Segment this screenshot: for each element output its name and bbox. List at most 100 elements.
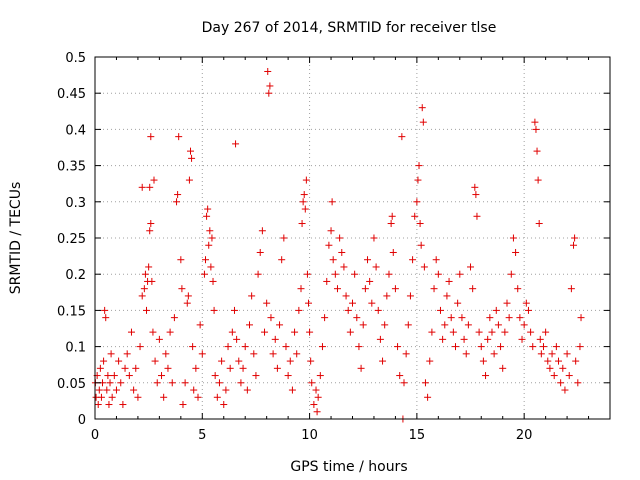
data-point: [413, 198, 421, 206]
data-point: [449, 328, 457, 336]
data-point: [183, 299, 191, 307]
data-point: [100, 357, 108, 365]
data-point: [387, 220, 395, 228]
x-tick-label: 20: [516, 428, 533, 443]
data-point: [323, 277, 331, 285]
data-point: [516, 314, 524, 322]
data-point: [325, 241, 333, 249]
data-point: [426, 357, 434, 365]
data-point: [243, 386, 251, 394]
data-point: [357, 364, 365, 372]
y-tick-label: 0.4: [65, 123, 86, 138]
chart-title: Day 267 of 2014, SRMTID for receiver tls…: [202, 20, 497, 36]
data-point: [539, 343, 547, 351]
data-point: [424, 393, 432, 401]
data-point: [306, 328, 314, 336]
data-point: [278, 256, 286, 264]
data-point: [432, 256, 440, 264]
data-point: [209, 277, 217, 285]
data-point: [571, 234, 579, 242]
y-axis-label: SRMTID / TECUs: [8, 182, 24, 295]
data-point: [351, 270, 359, 278]
data-point: [185, 176, 193, 184]
data-point: [173, 198, 181, 206]
data-point: [456, 270, 464, 278]
data-point: [153, 379, 161, 387]
data-point: [546, 364, 554, 372]
data-point: [376, 335, 384, 343]
data-point: [576, 343, 584, 351]
data-point: [206, 227, 214, 235]
data-point: [536, 335, 544, 343]
data-point: [107, 350, 115, 358]
data-point: [501, 328, 509, 336]
data-point: [246, 321, 253, 329]
data-point: [475, 328, 483, 336]
data-point: [439, 335, 447, 343]
data-point: [482, 372, 490, 380]
data-point: [235, 357, 243, 365]
data-point: [313, 408, 321, 416]
data-point: [391, 285, 399, 293]
data-point: [305, 299, 313, 307]
data-point: [250, 350, 258, 358]
data-point: [284, 372, 292, 380]
data-point: [271, 335, 279, 343]
data-point: [266, 82, 274, 90]
data-point: [331, 270, 339, 278]
data-point: [102, 314, 110, 322]
data-point: [389, 248, 397, 256]
data-point: [117, 379, 125, 387]
data-point: [149, 328, 157, 336]
data-point: [359, 321, 367, 329]
data-point: [121, 364, 129, 372]
data-point: [115, 357, 123, 365]
data-point: [336, 234, 344, 242]
data-point: [110, 372, 118, 380]
data-point: [198, 350, 206, 358]
data-point: [282, 343, 290, 351]
data-point: [188, 154, 196, 162]
data-point: [574, 379, 582, 387]
data-point: [146, 183, 154, 191]
data-point: [232, 140, 240, 148]
data-point: [146, 227, 154, 235]
data-point: [123, 350, 131, 358]
data-point: [151, 357, 159, 365]
data-point: [302, 176, 310, 184]
data-point: [518, 335, 526, 343]
y-tick-label: 0.35: [57, 160, 86, 175]
data-point: [366, 277, 374, 285]
data-point: [178, 285, 186, 293]
data-point: [254, 270, 262, 278]
data-point: [333, 285, 341, 293]
data-point: [310, 401, 318, 409]
x-tick-label: 10: [301, 428, 318, 443]
data-point: [402, 350, 410, 358]
data-point: [261, 328, 269, 336]
data-point: [280, 234, 288, 242]
data-point: [181, 379, 189, 387]
data-point: [252, 372, 260, 380]
data-point: [256, 248, 264, 256]
data-point: [532, 125, 540, 133]
x-tick-label: 5: [198, 428, 206, 443]
data-point: [160, 393, 168, 401]
data-point: [150, 176, 158, 184]
data-point: [184, 292, 192, 300]
data-point: [396, 372, 404, 380]
data-point: [370, 234, 378, 242]
data-point: [230, 306, 238, 314]
data-point: [419, 118, 427, 126]
data-point: [559, 364, 567, 372]
data-point: [534, 176, 542, 184]
data-point: [194, 393, 202, 401]
data-point: [108, 393, 116, 401]
data-point: [248, 292, 256, 300]
data-point: [308, 379, 316, 387]
data-point: [385, 270, 393, 278]
data-point: [145, 263, 153, 271]
data-point: [119, 401, 127, 409]
data-point: [104, 372, 112, 380]
data-point: [428, 328, 436, 336]
